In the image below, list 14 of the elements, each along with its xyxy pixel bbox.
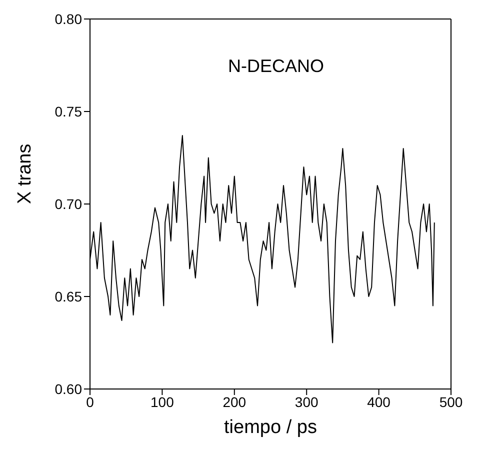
x-axis-title: tiempo / ps: [224, 417, 317, 438]
x-tick-label: 0: [86, 394, 94, 410]
y-tick-label: 0.80: [54, 10, 82, 27]
x-tick-label: 400: [367, 394, 391, 410]
y-tick-label: 0.60: [54, 380, 82, 397]
x-tick-label: 500: [439, 394, 463, 410]
y-tick-label: 0.75: [54, 103, 82, 120]
annotation: N-DECANO: [228, 56, 324, 77]
x-tick-label: 100: [150, 394, 174, 410]
y-axis-title: X trans: [14, 144, 36, 204]
y-tick-label: 0.70: [54, 196, 82, 212]
x-tick-label: 200: [222, 394, 246, 410]
x-tick-label: 300: [294, 394, 318, 410]
y-tick-label: 0.65: [54, 288, 82, 304]
